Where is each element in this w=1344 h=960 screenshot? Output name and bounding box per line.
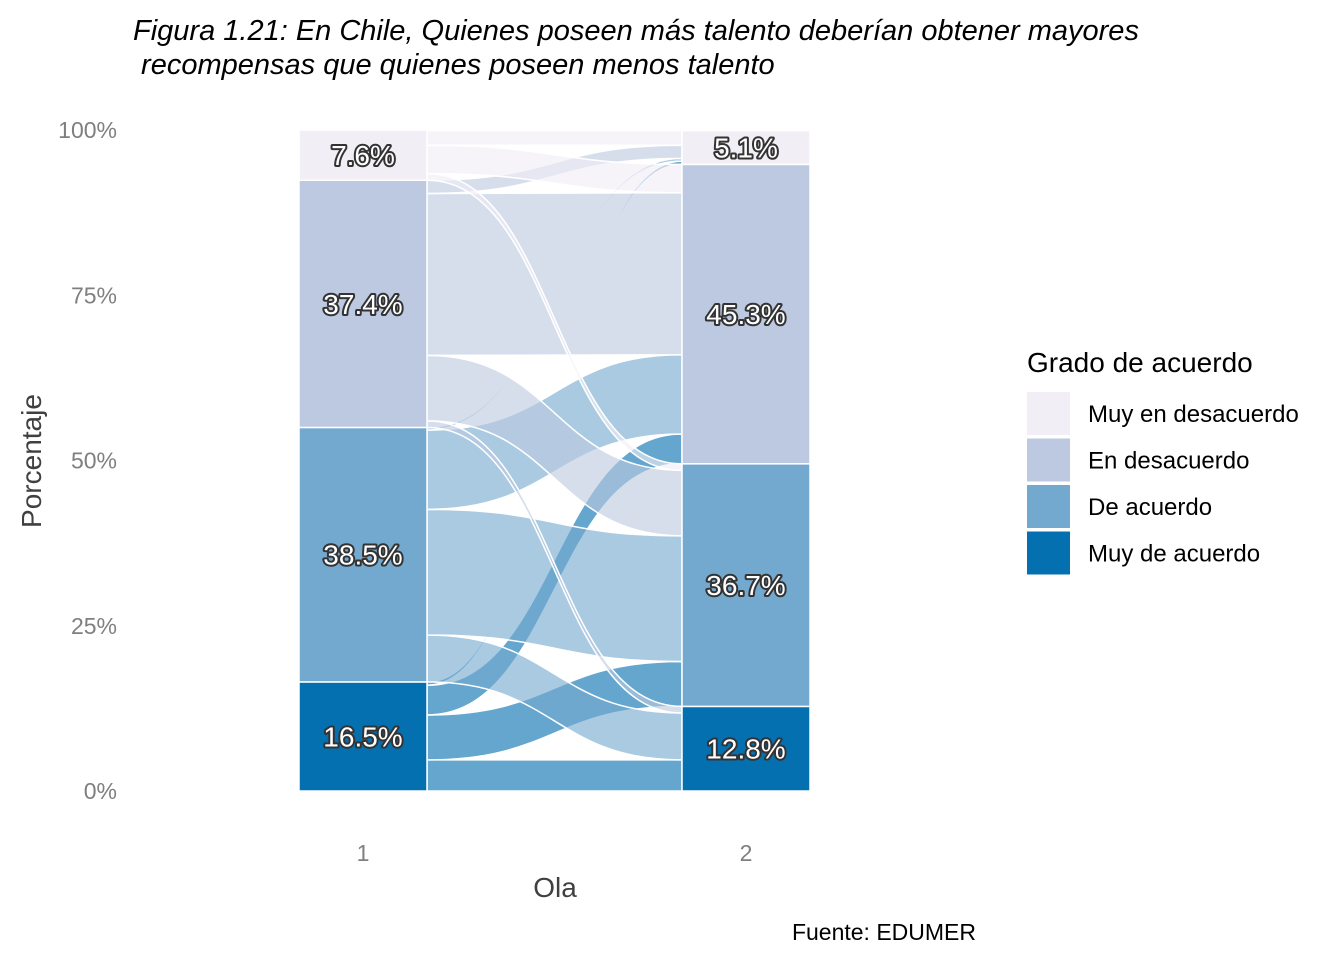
chart-title: Figura 1.21: En Chile, Quienes poseen má… xyxy=(133,15,1139,47)
bar-label-muy-en-desacuerdo-ola-1: 7.6% xyxy=(331,140,395,171)
x-tick-label: 2 xyxy=(740,840,753,866)
y-tick-label: 50% xyxy=(71,448,117,474)
y-axis-ticks: 0% 25% 50% 75% 100% xyxy=(58,117,117,804)
chart-subtitle: recompensas que quienes poseen menos tal… xyxy=(133,49,775,81)
flow-en-desacuerdo-to-en-desacuerdo xyxy=(426,192,683,357)
bar-label-de-acuerdo-ola-2: 36.7% xyxy=(706,570,785,601)
bar-segment-de-acuerdo-ola-1 xyxy=(298,426,428,683)
bar-label-de-acuerdo-ola-1: 38.5% xyxy=(323,540,402,571)
bar-segment-muy-de-acuerdo-ola-1 xyxy=(298,681,428,792)
bars-group xyxy=(298,129,811,792)
y-tick-label: 100% xyxy=(58,117,117,143)
title-group: Figura 1.21: En Chile, Quienes poseen má… xyxy=(133,15,1139,81)
flow-muy-en-desacuerdo-to-muy-en-desacuerdo xyxy=(426,129,683,146)
y-tick-label: 0% xyxy=(84,778,117,804)
caption: Fuente: EDUMER xyxy=(792,919,976,945)
bar-segment-muy-de-acuerdo-ola-2 xyxy=(681,705,811,792)
flow-muy-de-acuerdo-to-muy-de-acuerdo xyxy=(426,759,683,792)
bar-label-muy-de-acuerdo-ola-2: 12.8% xyxy=(706,734,785,765)
bar-label-en-desacuerdo-ola-1: 37.4% xyxy=(323,289,402,320)
bar-segment-muy-en-desacuerdo-ola-1 xyxy=(298,129,428,181)
x-axis-title: Ola xyxy=(533,872,577,903)
legend-swatch-en-desacuerdo xyxy=(1027,438,1070,482)
legend-label-muy-de-acuerdo: Muy de acuerdo xyxy=(1088,541,1260,568)
legend-label-en-desacuerdo: En desacuerdo xyxy=(1088,448,1249,475)
bar-segment-muy-en-desacuerdo-ola-2 xyxy=(681,129,811,166)
bar-label-muy-en-desacuerdo-ola-2: 5.1% xyxy=(714,133,778,164)
legend: Grado de acuerdo Muy en desacuerdo En des… xyxy=(1027,347,1299,575)
legend-label-muy-en-desacuerdo: Muy en desacuerdo xyxy=(1088,401,1299,428)
bar-label-muy-de-acuerdo-ola-1: 16.5% xyxy=(323,721,402,752)
bar-labels-group: 16.5% 38.5% 37.4% 7.6% 12.8% 36.7% 45.3% 5.1% xyxy=(321,131,787,767)
flows-group xyxy=(426,129,683,792)
bar-segment-en-desacuerdo-ola-1 xyxy=(298,179,428,429)
legend-label-de-acuerdo: De acuerdo xyxy=(1088,494,1212,521)
y-tick-label: 25% xyxy=(71,613,117,639)
y-axis-title: Porcentaje xyxy=(16,394,47,528)
legend-swatch-de-acuerdo xyxy=(1027,485,1070,528)
bar-label-en-desacuerdo-ola-2: 45.3% xyxy=(706,299,785,330)
y-tick-label: 75% xyxy=(71,282,117,308)
bar-segment-en-desacuerdo-ola-2 xyxy=(681,163,811,465)
x-tick-label: 1 xyxy=(357,840,370,866)
legend-title: Grado de acuerdo xyxy=(1027,347,1253,378)
legend-swatch-muy-en-desacuerdo xyxy=(1027,392,1070,435)
legend-swatch-muy-de-acuerdo xyxy=(1027,531,1070,575)
